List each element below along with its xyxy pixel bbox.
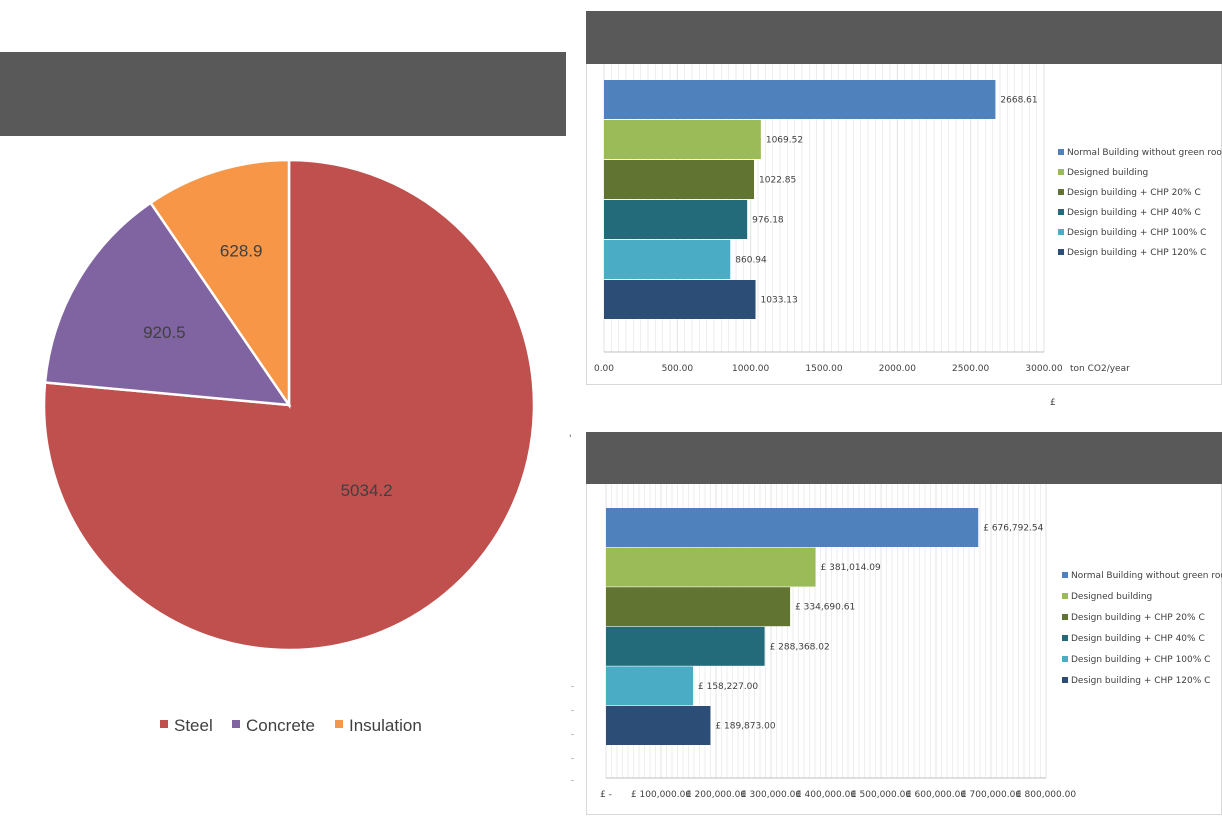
x-tick-label: £ 400,000.00 (796, 790, 856, 800)
legend-swatch (1062, 614, 1068, 620)
x-tick-label: £ 300,000.00 (741, 790, 801, 800)
bar-4 (606, 626, 765, 666)
cost-chart-header-bar (586, 432, 1222, 484)
x-tick-label: £ 700,000.00 (961, 790, 1021, 800)
stray-tick (571, 758, 574, 759)
legend-label: Design building + CHP 20% C (1067, 188, 1201, 198)
legend-swatch (1062, 593, 1068, 599)
legend-swatch (1058, 209, 1064, 215)
legend-swatch (1062, 656, 1068, 662)
bar-5 (604, 240, 731, 279)
x-tick-label: 2000.00 (879, 364, 916, 374)
legend-swatch-insulation (335, 720, 343, 728)
x-tick-label: £ 500,000.00 (851, 790, 911, 800)
pie-slice-insulation (148, 158, 291, 410)
stray-pound-sign: £ (1050, 398, 1056, 408)
legend-swatch (1058, 229, 1064, 235)
pie-value-label: 920.5 (143, 323, 186, 342)
bar-value-label: £ 334,690.61 (795, 603, 855, 613)
legend-swatch-steel (160, 720, 168, 728)
legend-label: Design building + CHP 100% C (1071, 655, 1210, 665)
stray-tick (571, 710, 574, 711)
bar-value-label: 976.18 (752, 216, 784, 226)
bar-value-label: £ 158,227.00 (698, 682, 758, 692)
bar-value-label: 1033.13 (761, 296, 798, 306)
legend-label: Designed building (1067, 168, 1148, 178)
bar-value-label: £ 189,873.00 (715, 722, 775, 732)
bar-3 (606, 587, 791, 627)
x-tick-label: 2500.00 (952, 364, 989, 374)
legend-swatch (1062, 635, 1068, 641)
bar-5 (606, 666, 694, 706)
x-axis-label: ton CO2/year (1070, 364, 1130, 374)
x-tick-label: £ 200,000.00 (686, 790, 746, 800)
legend-label: Design building + CHP 120% C (1067, 248, 1206, 258)
legend-label: Design building + CHP 120% C (1071, 676, 1210, 686)
bar-value-label: £ 676,792.54 (983, 524, 1043, 534)
legend-swatch (1058, 149, 1064, 155)
bar-1 (604, 80, 996, 119)
legend-label: Design building + CHP 100% C (1067, 228, 1206, 238)
bar-6 (604, 280, 756, 319)
pie-slice-concrete (43, 201, 292, 407)
x-tick-label: £ - (600, 790, 612, 800)
bar-2 (606, 547, 816, 587)
bar-value-label: 860.94 (735, 256, 767, 266)
x-tick-label: 1500.00 (805, 364, 842, 374)
stray-tick (571, 780, 574, 781)
legend-label-concrete: Concrete (246, 716, 315, 735)
x-tick-label: £ 600,000.00 (906, 790, 966, 800)
legend-swatch (1058, 169, 1064, 175)
x-tick-label: £ 100,000.00 (631, 790, 691, 800)
legend-label: Design building + CHP 40% C (1071, 634, 1205, 644)
legend-swatch (1058, 249, 1064, 255)
legend-swatch (1062, 677, 1068, 683)
x-tick-label: 500.00 (662, 364, 694, 374)
legend-label: Design building + CHP 20% C (1071, 613, 1205, 623)
legend-label: Design building + CHP 40% C (1067, 208, 1201, 218)
stray-tick (571, 686, 574, 687)
bar-value-label: 1022.85 (759, 176, 796, 186)
stray-mark: ' (569, 434, 572, 444)
legend-label: Designed building (1071, 592, 1152, 602)
legend-label-insulation: Insulation (349, 716, 422, 735)
bar-2 (604, 120, 761, 159)
pie-chart-header-bar (0, 52, 566, 136)
legend-label: Normal Building without green roof (1071, 571, 1222, 581)
stray-tick (571, 734, 574, 735)
legend-swatch-concrete (232, 720, 240, 728)
bar-1 (606, 508, 979, 547)
material-pie-chart: 5034.2 920.5 628.9 Steel Concrete Insulation (42, 158, 536, 735)
bar-value-label: £ 288,368.02 (770, 642, 830, 652)
x-tick-label: £ 800,000.00 (1016, 790, 1076, 800)
legend-label: Normal Building without green roof (1067, 148, 1222, 158)
bar-value-label: 1069.52 (766, 136, 803, 146)
bar-6 (606, 706, 711, 745)
bar-3 (604, 160, 755, 199)
emissions-chart-header-bar (586, 11, 1222, 64)
x-tick-label: 3000.00 (1025, 364, 1062, 374)
bar-value-label: £ 381,014.09 (821, 563, 881, 573)
bar-value-label: 2668.61 (1000, 96, 1037, 106)
x-tick-label: 1000.00 (732, 364, 769, 374)
pie-value-label: 628.9 (220, 242, 263, 261)
cost-bar-chart: £ 676,792.54 £ 381,014.09 £ 334,690.61 £ 28… (600, 484, 1222, 800)
legend-swatch (1058, 189, 1064, 195)
legend-swatch (1062, 572, 1068, 578)
emissions-bar-chart: 2668.61 1069.52 1022.85 976.18 860.94 1033.13… (594, 64, 1222, 374)
bar-4 (604, 200, 748, 239)
pie-value-label: 5034.2 (341, 481, 393, 500)
x-tick-label: 0.00 (594, 364, 614, 374)
legend-label-steel: Steel (174, 716, 213, 735)
